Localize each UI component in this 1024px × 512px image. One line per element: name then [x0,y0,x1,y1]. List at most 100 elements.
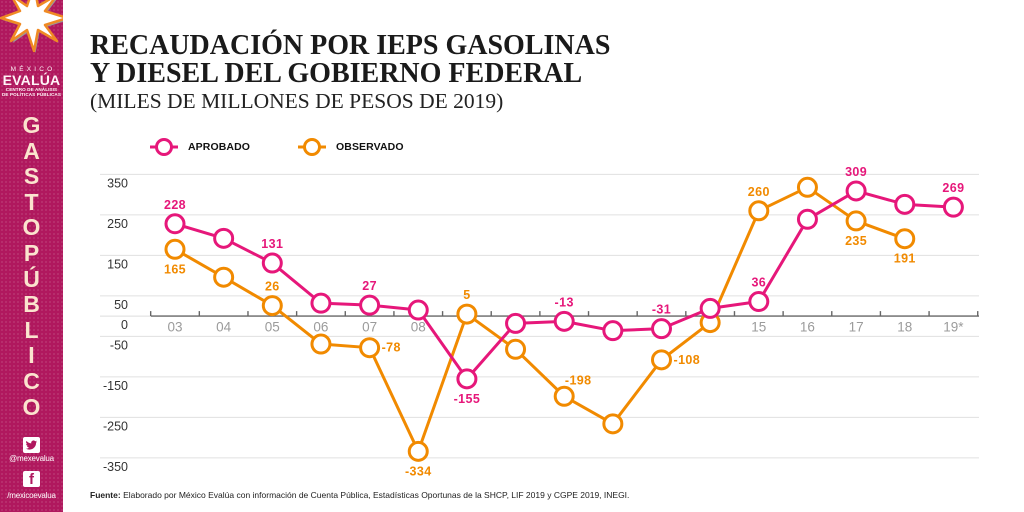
section-title-letter: P [23,240,40,266]
section-title-letter: O [22,393,41,420]
chart-title: RECAUDACIÓN POR IEPS GASOLINAS Y DIESEL … [90,32,610,88]
data-label-aprobado: 309 [845,165,867,179]
data-label-observado: -334 [405,464,432,478]
data-label-aprobado: -13 [555,295,574,309]
brand-tagline-line2: DE POLÍTICAS PÚBLICAS [1,92,61,98]
data-label-observado: -78 [382,341,401,355]
source-text: Elaborado por México Evalúa con informac… [120,490,630,500]
section-title-letter: O [22,214,41,241]
y-tick-label: -150 [103,379,128,393]
y-tick-label: 350 [107,176,128,190]
data-point-marker-aprobado [602,320,624,342]
data-point-marker-aprobado [456,368,478,390]
data-point-marker-aprobado [213,227,235,249]
y-tick-label: -350 [103,460,128,474]
legend-item-aprobado: APROBADO [149,137,250,157]
source-note: Fuente: Elaborado por México Evalúa con … [90,490,629,500]
data-label-observado: 165 [164,262,186,276]
data-point-marker-observado [456,303,478,325]
section-title-letter: C [23,368,40,394]
x-tick-label: 06 [313,320,328,335]
data-point-marker-observado [553,385,575,407]
data-point-marker-aprobado [359,294,381,316]
data-label-aprobado: -31 [652,303,671,317]
y-tick-label: 250 [107,217,128,231]
data-point-marker-aprobado [748,291,770,313]
legend-item-observado: OBSERVADO [297,137,404,157]
brand-name: EVALÚA [2,72,61,88]
data-point-marker-observado [164,238,186,260]
section-title-letter: S [23,163,40,190]
x-tick-label: 15 [751,320,766,335]
x-tick-label: 19* [943,320,964,335]
data-point-marker-observado [213,266,235,288]
data-point-marker-observado [310,333,332,355]
data-label-aprobado: 27 [362,279,377,293]
section-title-letter: L [24,316,39,343]
data-label-observado: 26 [265,280,280,294]
data-label-observado: -108 [674,353,701,367]
data-label-aprobado: 228 [164,198,186,212]
data-label-aprobado: 269 [942,181,964,195]
data-point-marker-aprobado [651,318,672,340]
data-point-marker-observado [845,210,867,232]
data-label-aprobado: 131 [261,237,283,251]
legend-marker-icon [150,138,178,156]
data-point-marker-observado [505,338,527,360]
twitter-handle: @mexevalua [9,454,54,463]
data-point-marker-aprobado [310,292,332,314]
data-point-marker-aprobado [699,297,721,319]
data-point-marker-aprobado [261,252,283,274]
data-label-aprobado: -155 [454,392,481,406]
data-point-marker-observado [748,200,770,222]
data-label-observado: 5 [463,288,470,302]
data-label-observado: -198 [565,373,592,387]
section-title-letter: G [22,112,41,138]
brand-tagline-line1: CENTRO DE ANÁLISIS [5,87,58,92]
facebook-icon: f [23,471,40,488]
x-tick-label: 16 [800,320,815,335]
data-point-marker-aprobado [942,196,964,218]
x-tick-label: 05 [265,320,280,335]
section-title-letter: I [28,342,35,369]
data-point-marker-observado [261,295,283,317]
chart-title-line1: RECAUDACIÓN POR IEPS GASOLINAS [90,30,611,61]
sidebar: MÉXICO EVALÚA CENTRO DE ANÁLISIS DE POLÍ… [0,0,63,512]
data-point-marker-aprobado [845,180,867,202]
star-logo-icon [0,0,63,53]
data-label-observado: 260 [748,185,770,199]
legend-label: OBSERVADO [336,141,404,153]
y-tick-label: 0 [121,318,128,332]
x-tick-label: 03 [167,320,182,335]
legend-marker-icon [298,138,326,156]
data-point-marker-aprobado [796,208,818,230]
section-title-letter: B [23,291,40,318]
y-tick-label: -250 [103,419,128,433]
data-point-marker-aprobado [164,213,186,235]
data-point-marker-observado [651,349,672,371]
section-title-letter: T [24,188,39,215]
data-label-observado: 191 [894,252,916,266]
data-label-aprobado: 36 [751,276,766,290]
data-point-marker-aprobado [553,310,575,332]
y-tick-label: 150 [107,257,128,271]
x-tick-label: 04 [216,320,232,335]
data-point-marker-aprobado [894,193,916,215]
data-point-marker-aprobado [407,299,429,321]
data-point-marker-observado [796,176,818,198]
series-line-aprobado [174,189,954,381]
x-tick-label: 18 [897,320,912,335]
facebook-handle: /mexicoevalua [7,491,56,500]
data-label-observado: 235 [845,234,867,248]
source-label: Fuente: [90,490,121,500]
x-tick-label: 08 [411,320,426,335]
brand-block: MÉXICO EVALÚA CENTRO DE ANÁLISIS DE POLÍ… [0,66,63,98]
chart-subtitle: (MILES DE MILLONES DE PESOS DE 2019) [90,89,504,113]
y-tick-label: 50 [114,298,128,312]
section-title-letter: Ú [23,265,40,292]
twitter-icon [23,437,40,453]
x-tick-label: 07 [362,320,377,335]
data-point-marker-aprobado [505,312,527,334]
y-tick-label: -50 [110,338,128,352]
